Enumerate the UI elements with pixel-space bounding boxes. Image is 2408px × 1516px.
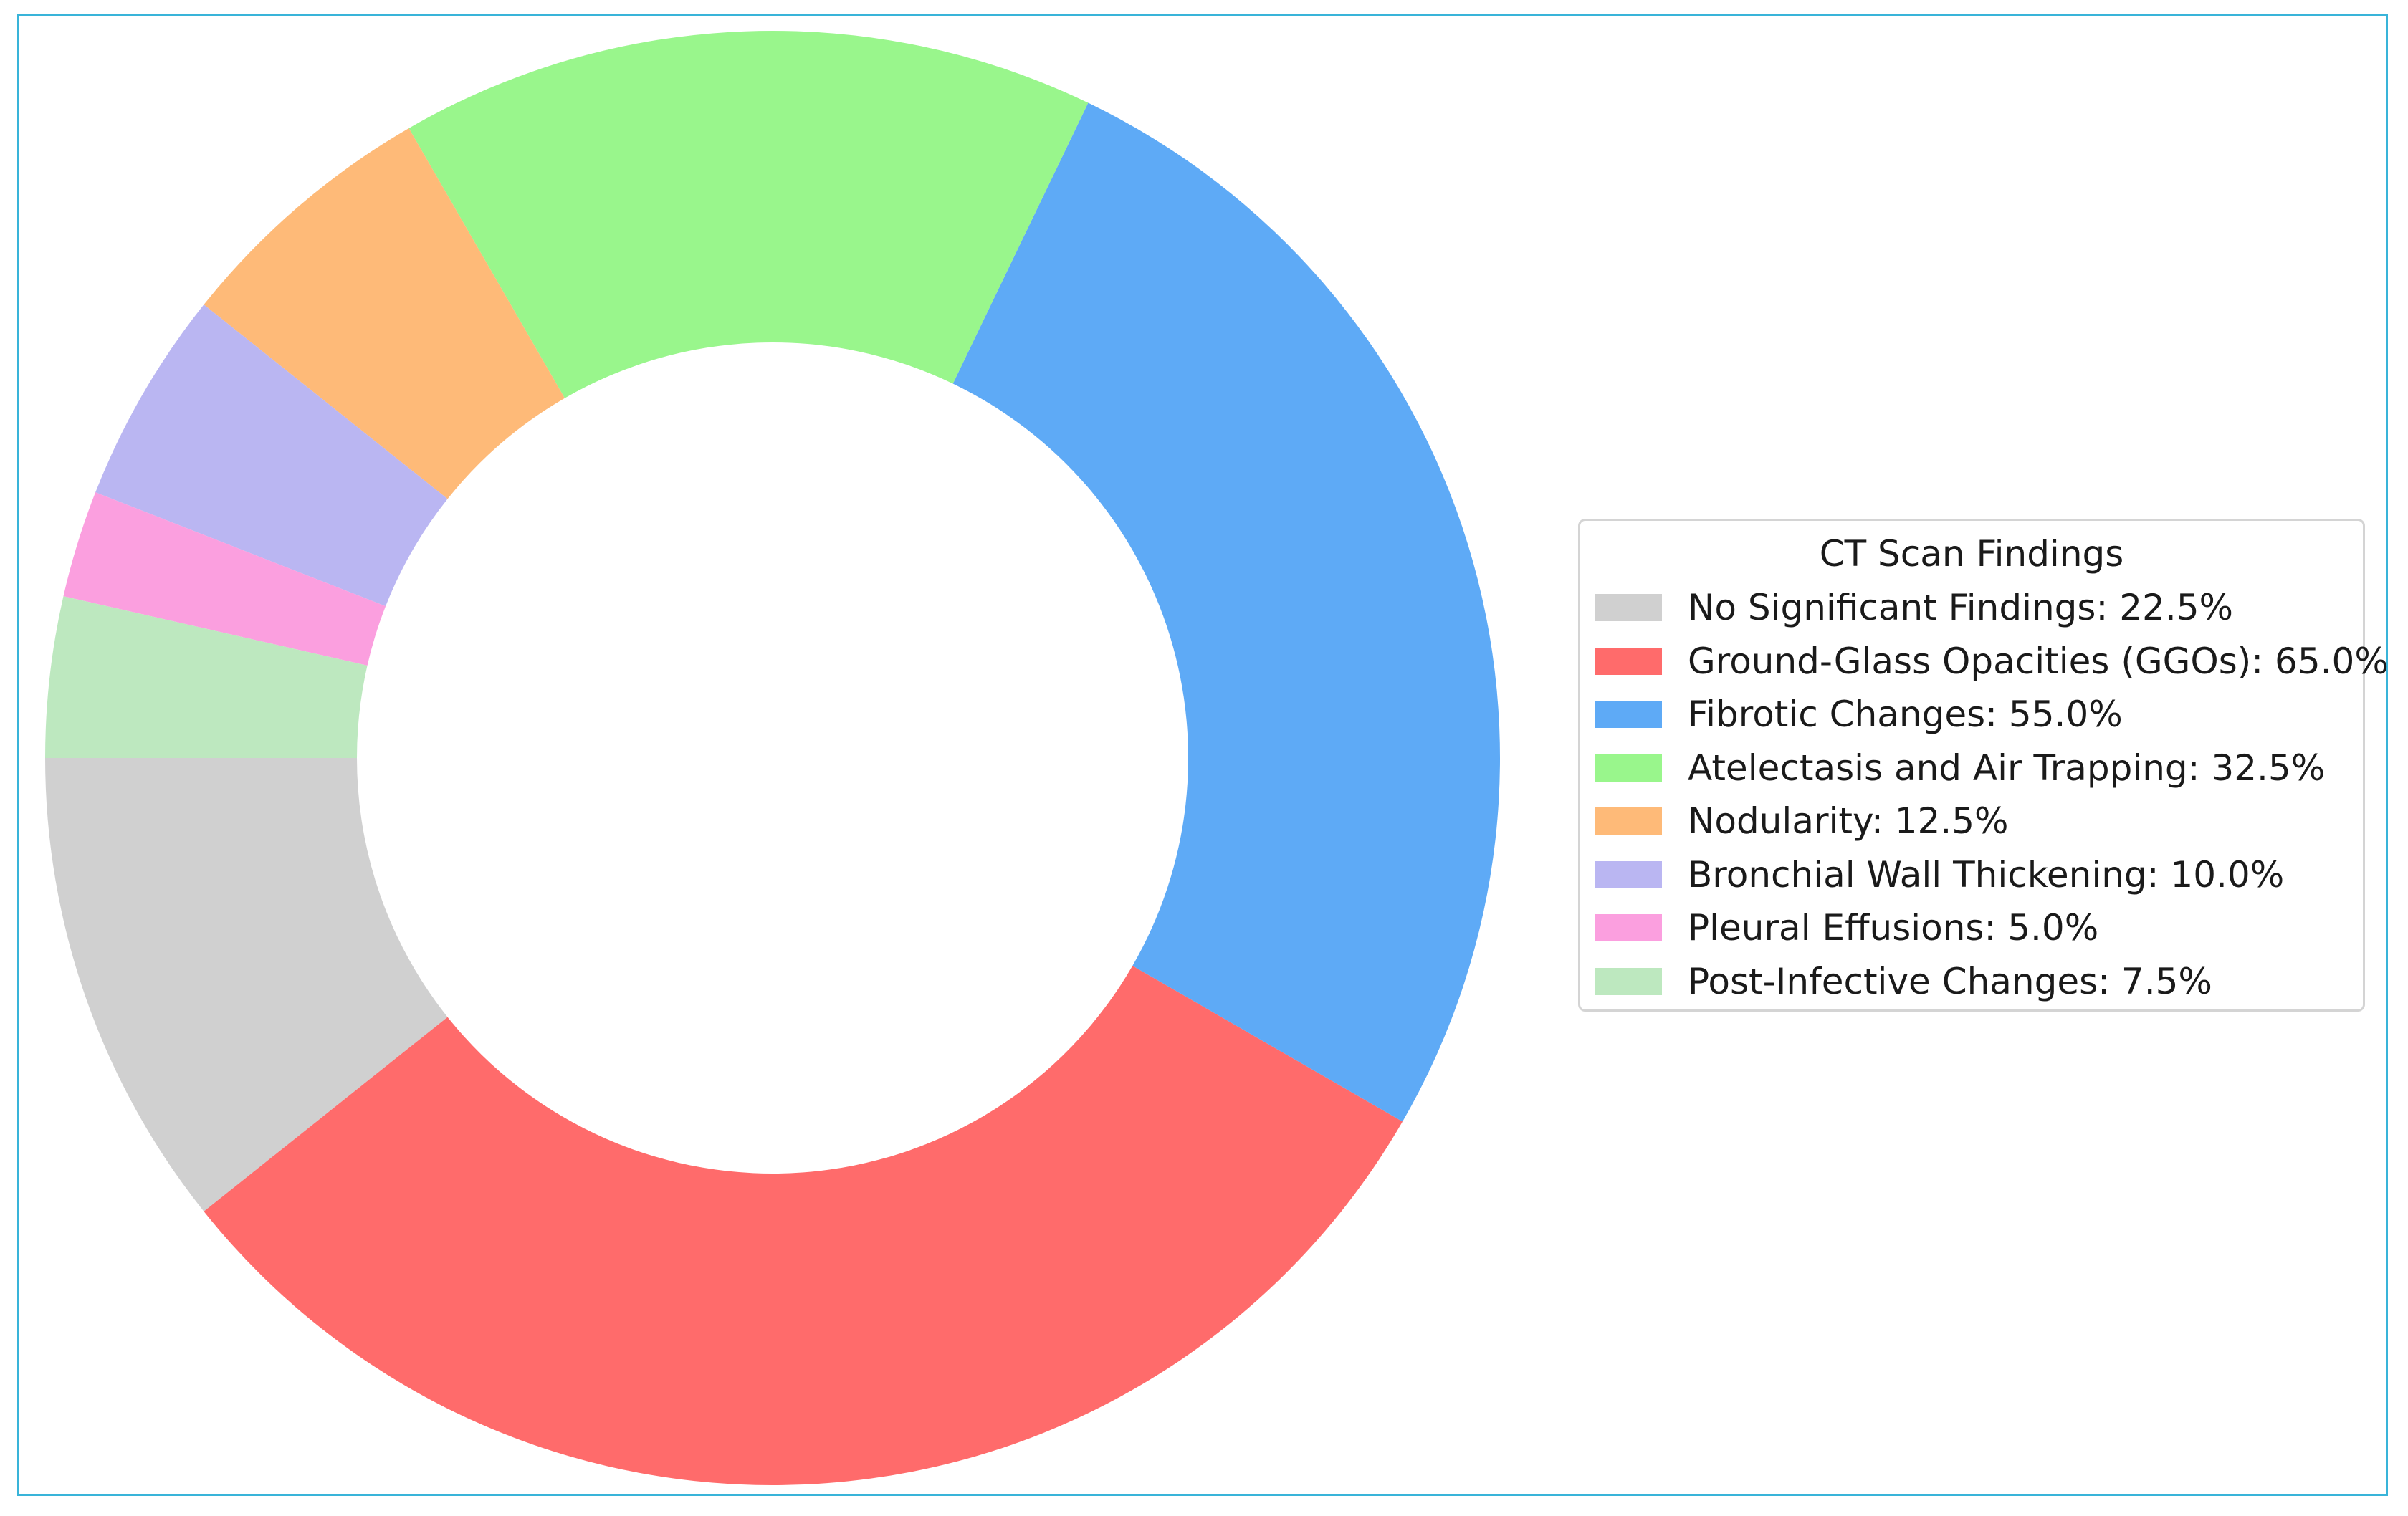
legend: CT Scan Findings No Significant Findings… <box>1578 519 2389 1012</box>
donut-slice-8 <box>45 596 368 758</box>
legend-swatch <box>1595 701 1662 729</box>
legend-swatch <box>1595 807 1662 835</box>
legend-entry: Atelectasis and Air Trapping: 32.5% <box>1580 742 2363 795</box>
legend-label: No Significant Findings: 22.5% <box>1688 587 2234 629</box>
legend-entry: Ground-Glass Opacities (GGOs): 65.0% <box>1580 635 2389 689</box>
donut-slice-6 <box>95 304 448 607</box>
legend-label: Post-Infective Changes: 7.5% <box>1688 960 2212 1002</box>
legend-label: Nodularity: 12.5% <box>1688 800 2009 843</box>
legend-swatch <box>1595 914 1662 942</box>
legend-entry: No Significant Findings: 22.5% <box>1580 581 2363 635</box>
legend-swatch <box>1595 967 1662 995</box>
donut-slice-2 <box>204 966 1403 1486</box>
legend-title: CT Scan Findings <box>1819 533 2124 575</box>
legend-swatch <box>1595 594 1662 622</box>
legend-swatch <box>1595 647 1662 675</box>
legend-swatch <box>1595 754 1662 782</box>
legend-entries: No Significant Findings: 22.5% Ground-Gla… <box>1580 581 2389 1009</box>
donut-slice-7 <box>63 492 386 666</box>
legend-label: Pleural Effusions: 5.0% <box>1688 907 2099 949</box>
donut-slice-3 <box>952 102 1500 1122</box>
donut-slice-1 <box>45 758 448 1212</box>
legend-label: Bronchial Wall Thickening: 10.0% <box>1688 853 2285 896</box>
legend-label: Atelectasis and Air Trapping: 32.5% <box>1688 747 2326 789</box>
legend-swatch <box>1595 860 1662 888</box>
legend-entry: Nodularity: 12.5% <box>1580 795 2363 848</box>
legend-entry: Bronchial Wall Thickening: 10.0% <box>1580 848 2363 902</box>
donut-slice-4 <box>408 31 1089 398</box>
legend-label: Ground-Glass Opacities (GGOs): 65.0% <box>1688 640 2389 682</box>
legend-entry: Pleural Effusions: 5.0% <box>1580 901 2363 955</box>
legend-entry: Post-Infective Changes: 7.5% <box>1580 955 2363 1009</box>
donut-slice-5 <box>204 128 565 499</box>
legend-label: Fibrotic Changes: 55.0% <box>1688 694 2123 736</box>
legend-entry: Fibrotic Changes: 55.0% <box>1580 688 2363 742</box>
